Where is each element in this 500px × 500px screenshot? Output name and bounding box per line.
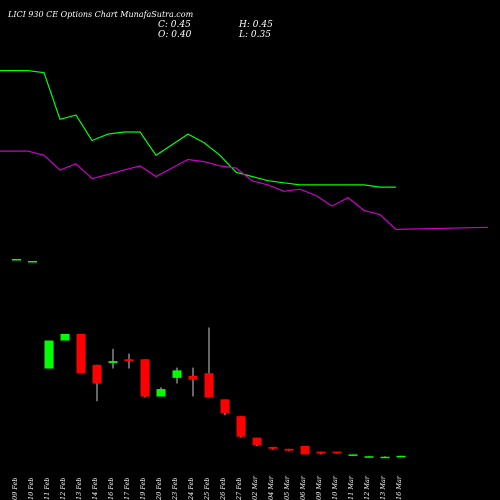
- date-label: 23 Feb: [171, 478, 179, 500]
- date-label: 05 Mar: [283, 475, 291, 500]
- date-label: 10 Feb: [27, 478, 35, 500]
- candle-body: [380, 456, 390, 459]
- candle: [348, 454, 358, 456]
- candle-layer: [44, 327, 406, 459]
- date-label: 11 Mar: [347, 475, 355, 500]
- candle-body: [252, 437, 262, 446]
- candle-body: [140, 359, 150, 397]
- candle: [140, 359, 150, 398]
- candle: [172, 367, 182, 384]
- candle-body: [332, 451, 342, 454]
- candle-body: [44, 340, 54, 369]
- date-label: 12 Feb: [59, 478, 67, 500]
- candle-body: [348, 454, 358, 456]
- candle: [252, 437, 262, 446]
- date-label: 24 Feb: [187, 478, 195, 500]
- candle: [92, 364, 102, 402]
- chart-title: LICI 930 CE Options Chart MunafaSutra.co…: [8, 10, 194, 19]
- candle-body: [204, 373, 214, 398]
- candle-body: [60, 334, 70, 341]
- date-label: 11 Feb: [43, 478, 51, 500]
- date-label: 09 Mar: [315, 475, 323, 500]
- candle-body: [172, 370, 182, 378]
- date-label: 06 Mar: [299, 475, 307, 500]
- candle: [236, 416, 246, 438]
- candle: [204, 327, 214, 398]
- candle-body: [236, 416, 246, 437]
- volume-mark: [28, 261, 37, 263]
- candle-body: [268, 446, 278, 449]
- candle: [332, 451, 342, 454]
- candle-body: [124, 359, 134, 362]
- candle: [124, 353, 134, 369]
- low-label: L:: [239, 30, 249, 40]
- candle: [108, 348, 118, 369]
- candle: [188, 367, 198, 397]
- candle-body: [220, 399, 230, 414]
- candle: [364, 455, 374, 458]
- date-label: 14 Feb: [91, 478, 99, 500]
- candle: [396, 455, 406, 458]
- date-label: 10 Mar: [331, 475, 339, 500]
- close-label: C:: [158, 20, 168, 30]
- candle: [76, 334, 86, 374]
- candle: [220, 399, 230, 416]
- date-label: 20 Feb: [155, 478, 163, 500]
- volume-mark: [12, 259, 21, 261]
- candle-body: [364, 456, 374, 458]
- candle-body: [284, 448, 294, 451]
- date-label: 13 Mar: [379, 475, 387, 500]
- candle: [156, 387, 166, 397]
- high-label: H:: [239, 20, 250, 30]
- date-label: 16 Mar: [395, 475, 403, 500]
- candle: [284, 448, 294, 452]
- date-label-layer: 09 Feb 10 Feb 11 Feb 12 Feb 13 Feb 14 Feb 16 F…: [11, 475, 403, 500]
- date-label: 12 Mar: [363, 475, 371, 500]
- moving-average-line-1: [0, 70, 396, 188]
- candle-body: [92, 364, 102, 384]
- candle-body: [300, 446, 310, 455]
- low-value: 0.35: [250, 30, 271, 40]
- candle-body: [108, 361, 118, 363]
- close-readout: C: 0.45: [158, 20, 191, 30]
- candle-body: [316, 451, 326, 454]
- low-readout: L: 0.35: [239, 30, 271, 40]
- moving-average-line-2: [0, 150, 489, 231]
- date-label: 25 Feb: [203, 478, 211, 500]
- date-label: 26 Feb: [219, 478, 227, 500]
- date-label: 27 Feb: [235, 478, 243, 500]
- date-label: 02 Mar: [251, 475, 259, 500]
- date-label: 16 Feb: [107, 478, 115, 500]
- candle: [44, 340, 54, 369]
- open-label: O:: [158, 30, 169, 40]
- candle: [268, 446, 278, 450]
- date-label: 04 Mar: [267, 475, 275, 500]
- candle-body: [156, 389, 166, 397]
- candle-body: [396, 455, 406, 458]
- close-value: 0.45: [170, 20, 191, 30]
- open-readout: O: 0.40: [158, 30, 191, 40]
- candle-body: [188, 376, 198, 380]
- date-label: 17 Feb: [123, 478, 131, 500]
- volume-layer: [12, 259, 37, 263]
- candle: [316, 451, 326, 455]
- high-readout: H: 0.45: [239, 20, 273, 30]
- date-label: 13 Feb: [75, 478, 83, 500]
- candle: [380, 456, 390, 459]
- candle: [60, 334, 70, 341]
- date-label: 19 Feb: [139, 478, 147, 500]
- candle: [300, 446, 310, 455]
- moving-average-layer: [0, 70, 489, 231]
- high-value: 0.45: [252, 20, 273, 30]
- date-label: 09 Feb: [11, 478, 19, 500]
- open-value: 0.40: [171, 30, 192, 40]
- candle-body: [76, 334, 86, 374]
